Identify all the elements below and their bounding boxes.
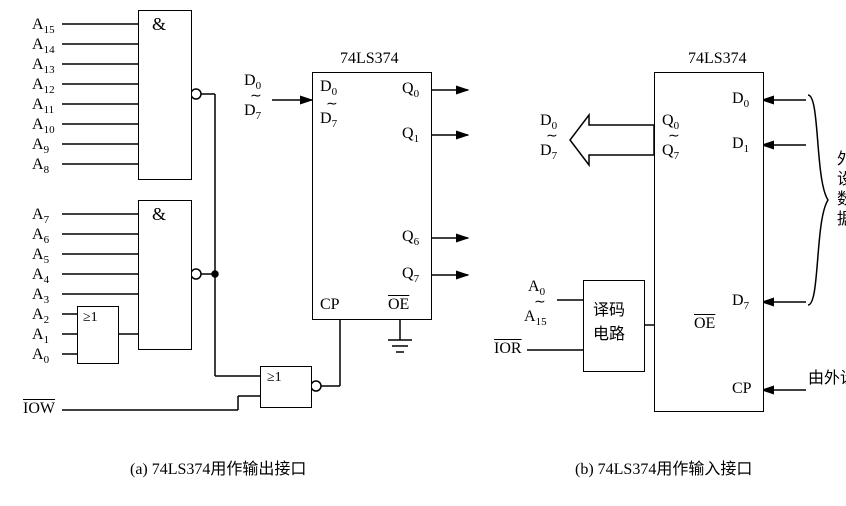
dout-bot: D7 xyxy=(540,142,557,162)
caption-a: (a) 74LS374用作输出接口 xyxy=(130,455,306,479)
label-a12: A12 xyxy=(32,76,55,96)
label-a14: A14 xyxy=(32,36,55,56)
ge1-big: ≥1 xyxy=(267,370,282,386)
rchip-oe: OE xyxy=(694,315,715,333)
gate-and-top xyxy=(138,10,192,180)
diagram-root: { "left":{ "addr_high":["A","A","A","A",… xyxy=(0,0,846,506)
label-a5: A5 xyxy=(32,246,49,266)
chip-title-left: 74LS374 xyxy=(340,50,399,68)
label-a9: A9 xyxy=(32,136,49,156)
label-a8: A8 xyxy=(32,156,49,176)
ge1-small: ≥1 xyxy=(83,310,98,326)
rchip-d0: D0 xyxy=(732,90,749,110)
label-a3: A3 xyxy=(32,286,49,306)
label-a7: A7 xyxy=(32,206,49,226)
label-a13: A13 xyxy=(32,56,55,76)
chip-q0: Q0 xyxy=(402,80,419,100)
chip-cp: CP xyxy=(320,296,340,314)
chip-title-right: 74LS374 xyxy=(688,50,747,68)
decoder-top: 译码 xyxy=(593,296,625,320)
label-a11: A11 xyxy=(32,96,54,116)
label-iow: IOW xyxy=(23,400,55,418)
din-bot: D7 xyxy=(244,102,261,122)
label-ior: IOR xyxy=(494,340,522,358)
chip-d7: D7 xyxy=(320,110,337,130)
label-a4: A4 xyxy=(32,266,49,286)
chip-q6: Q6 xyxy=(402,228,419,248)
label-a6: A6 xyxy=(32,226,49,246)
and-sym-top: & xyxy=(152,14,166,35)
caption-b: (b) 74LS374用作输入接口 xyxy=(575,455,752,479)
decoder-bot: 电路 xyxy=(593,320,625,344)
addr-bot-r: A15 xyxy=(524,308,547,328)
label-a10: A10 xyxy=(32,116,55,136)
chip-oe: OE xyxy=(388,296,409,314)
note-data: 外设数据 xyxy=(830,150,846,230)
rchip-d7: D7 xyxy=(732,292,749,312)
label-a0: A0 xyxy=(32,346,49,366)
chip-q7: Q7 xyxy=(402,265,419,285)
rchip-d1: D1 xyxy=(732,135,749,155)
label-a2: A2 xyxy=(32,306,49,326)
rchip-cp: CP xyxy=(732,380,752,398)
and-sym-bottom: & xyxy=(152,204,166,225)
label-a1: A1 xyxy=(32,326,49,346)
note-cp: 由外设提供选通脉冲 xyxy=(808,370,846,388)
rchip-q7: Q7 xyxy=(662,142,679,162)
chip-q1: Q1 xyxy=(402,125,419,145)
label-a15: A15 xyxy=(32,16,55,36)
